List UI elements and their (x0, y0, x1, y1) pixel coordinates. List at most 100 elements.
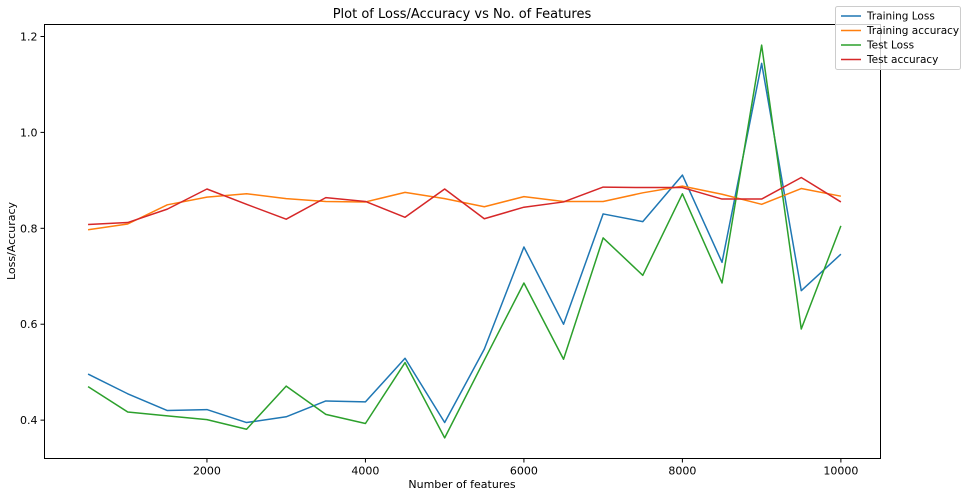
data-point (206, 409, 208, 411)
data-point (721, 193, 723, 195)
data-point (642, 187, 644, 189)
data-point (761, 203, 763, 205)
series-line (87, 44, 842, 439)
y-tick-label: 1.0 (20, 126, 38, 139)
data-point (127, 411, 129, 413)
x-tick-label: 4000 (351, 465, 379, 478)
data-point (325, 201, 327, 203)
data-point (800, 177, 802, 179)
data-point (444, 422, 446, 424)
data-point (206, 419, 208, 421)
data-point (166, 208, 168, 210)
data-point (285, 416, 287, 418)
data-point (166, 204, 168, 206)
data-point (87, 386, 89, 388)
data-point (483, 359, 485, 361)
data-point (761, 198, 763, 200)
legend-item: Test accuracy (841, 54, 938, 66)
y-axis: 0.4 0.6 0.8 1.0 1.2 (20, 30, 45, 427)
data-point (444, 437, 446, 439)
data-point (523, 196, 525, 198)
data-point (365, 201, 367, 203)
data-point (523, 282, 525, 284)
data-point (682, 174, 684, 176)
x-tick-label: 2000 (193, 465, 221, 478)
data-point (206, 196, 208, 198)
y-tick-label: 1.2 (20, 30, 38, 43)
data-point (761, 44, 763, 46)
legend-item: Training Loss (841, 11, 935, 23)
data-point (682, 193, 684, 195)
data-point (840, 195, 842, 197)
x-tick-label: 10000 (823, 465, 858, 478)
data-point (721, 282, 723, 284)
y-axis-label: Loss/Accuracy (5, 201, 18, 280)
x-axis-label: Number of features (408, 478, 515, 491)
data-point (246, 193, 248, 195)
data-point (563, 323, 565, 325)
data-point (246, 422, 248, 424)
data-point (404, 362, 406, 364)
data-point (483, 218, 485, 220)
data-point (127, 393, 129, 395)
y-tick-label: 0.6 (20, 318, 38, 331)
data-point (602, 201, 604, 203)
data-point (840, 225, 842, 227)
data-point (483, 348, 485, 350)
data-point (800, 188, 802, 190)
data-point (523, 206, 525, 208)
y-tick-label: 0.4 (20, 414, 38, 427)
data-point (800, 328, 802, 330)
legend: Training Loss Training accuracy Test Loss T… (835, 6, 961, 70)
data-point (563, 201, 565, 203)
data-point (483, 206, 485, 208)
legend-label: Test Loss (866, 40, 914, 52)
data-point (602, 186, 604, 188)
data-point (246, 203, 248, 205)
data-point (642, 192, 644, 194)
data-point (127, 222, 129, 224)
data-point (365, 401, 367, 403)
legend-item: Training accuracy (841, 25, 959, 37)
legend-label: Training Loss (866, 11, 935, 23)
series-0 (87, 62, 842, 424)
data-point (365, 423, 367, 425)
plot-frame (44, 24, 881, 459)
data-point (246, 428, 248, 430)
data-point (285, 198, 287, 200)
series-line (88, 176, 842, 226)
data-point (563, 358, 565, 360)
legend-item: Test Loss (841, 40, 914, 52)
data-point (87, 373, 89, 375)
data-point (285, 218, 287, 220)
x-tick-label: 8000 (668, 465, 696, 478)
series-1 (87, 185, 842, 231)
data-point (166, 410, 168, 412)
legend-label: Test accuracy (866, 54, 938, 66)
data-point (404, 357, 406, 359)
data-point (840, 253, 842, 255)
data-point (404, 216, 406, 218)
legend-box (835, 6, 961, 70)
data-point (206, 188, 208, 190)
data-point (523, 246, 525, 248)
data-point (642, 221, 644, 223)
data-point (325, 197, 327, 199)
series-line (87, 185, 842, 231)
data-point (166, 415, 168, 417)
x-tick-label: 6000 (510, 465, 538, 478)
data-point (800, 290, 802, 292)
data-point (721, 261, 723, 263)
data-point (602, 237, 604, 239)
data-point (87, 224, 89, 226)
data-point (325, 413, 327, 415)
data-point (444, 198, 446, 200)
data-point (761, 62, 763, 64)
chart-title: Plot of Loss/Accuracy vs No. of Features (333, 7, 592, 22)
data-point (404, 191, 406, 193)
data-point (721, 198, 723, 200)
data-point (87, 229, 89, 231)
data-point (602, 213, 604, 215)
